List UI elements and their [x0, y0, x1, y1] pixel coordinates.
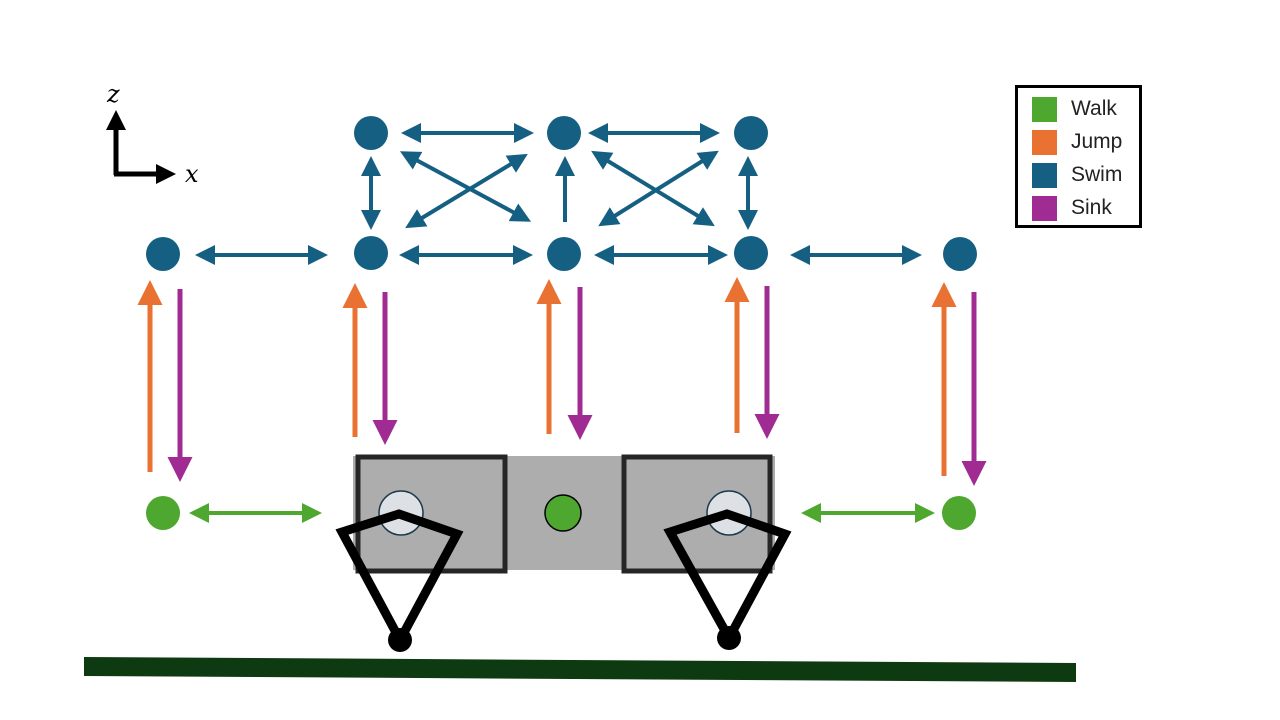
z-axis-label: z — [107, 80, 120, 108]
swim-node — [547, 237, 581, 271]
robot-left-joint-box — [355, 454, 508, 574]
swim-nodes — [146, 116, 977, 271]
swim-node — [354, 236, 388, 270]
swim-node — [547, 116, 581, 150]
robot-right-joint-box — [621, 454, 773, 574]
walk-nodes — [146, 494, 976, 532]
jump-edges — [137, 277, 957, 476]
legend-swatch-sink — [1032, 195, 1057, 221]
legend-item-jump: Jump — [1032, 129, 1122, 155]
legend-label-sink: Sink — [1071, 196, 1112, 219]
swim-node — [146, 237, 180, 271]
walk-node — [942, 496, 976, 530]
legend-item-swim: Swim — [1032, 162, 1122, 188]
swim-edge — [598, 150, 719, 227]
legend-label-swim: Swim — [1071, 163, 1123, 186]
swim-edge — [591, 150, 715, 227]
legend-swatch-jump — [1032, 129, 1057, 155]
swim-node — [354, 116, 388, 150]
sink-edges — [167, 286, 987, 486]
swim-edge — [405, 153, 528, 229]
right-foot — [717, 626, 741, 650]
walk-node — [544, 494, 582, 532]
legend-swatch-swim — [1032, 162, 1057, 188]
left-leg — [335, 509, 464, 650]
legend-label-walk: Walk — [1071, 97, 1117, 120]
legend-label-jump: Jump — [1071, 130, 1123, 153]
legend-item-walk: Walk — [1032, 96, 1117, 122]
swim-node — [943, 237, 977, 271]
swim-node — [734, 116, 768, 150]
legend-item-sink: Sink — [1032, 195, 1112, 221]
x-axis-label: x — [185, 160, 199, 188]
right-leg — [663, 509, 792, 648]
swim-edge — [399, 151, 532, 222]
walk-node — [146, 496, 180, 530]
legend-swatch-walk — [1032, 96, 1057, 122]
swim-node — [734, 236, 768, 270]
axes-indicator — [106, 110, 176, 184]
legend: Walk Jump Swim Sink — [1015, 85, 1142, 228]
left-foot — [388, 628, 412, 652]
ground-bar — [84, 657, 1076, 682]
robot — [335, 454, 792, 652]
swim-edges — [195, 123, 922, 265]
